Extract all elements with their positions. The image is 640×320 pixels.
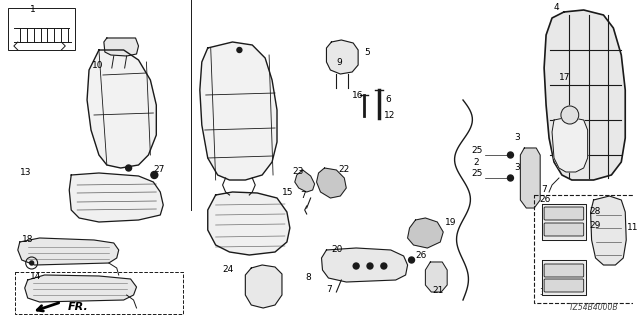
Polygon shape	[104, 38, 138, 56]
Circle shape	[151, 172, 158, 179]
Bar	[534, 195, 640, 303]
Circle shape	[29, 261, 34, 265]
Text: 24: 24	[223, 265, 234, 274]
Text: 10: 10	[92, 61, 104, 70]
Text: 1: 1	[29, 5, 35, 14]
Text: 28: 28	[589, 207, 601, 216]
Circle shape	[237, 47, 242, 52]
Text: 12: 12	[384, 111, 396, 120]
Polygon shape	[426, 262, 447, 292]
Circle shape	[408, 257, 415, 263]
Text: 13: 13	[20, 168, 31, 177]
FancyBboxPatch shape	[544, 264, 584, 277]
Text: 18: 18	[22, 235, 33, 244]
FancyBboxPatch shape	[544, 279, 584, 292]
Polygon shape	[69, 173, 163, 222]
Text: 30: 30	[539, 288, 550, 297]
Bar	[8, 8, 75, 50]
Text: FR.: FR.	[67, 302, 88, 312]
Text: 14: 14	[29, 272, 41, 281]
Circle shape	[561, 106, 579, 124]
Text: 16: 16	[352, 91, 364, 100]
Circle shape	[381, 263, 387, 269]
Polygon shape	[520, 148, 540, 208]
Polygon shape	[18, 238, 118, 265]
FancyBboxPatch shape	[544, 207, 584, 220]
Circle shape	[508, 175, 513, 181]
Text: 22: 22	[339, 165, 349, 174]
Polygon shape	[245, 265, 282, 308]
Text: 26: 26	[415, 251, 427, 260]
Text: 15: 15	[282, 188, 294, 197]
Text: 7: 7	[300, 191, 305, 200]
Text: 3: 3	[515, 163, 520, 172]
Polygon shape	[552, 117, 588, 172]
Text: 11: 11	[627, 223, 639, 232]
Polygon shape	[87, 50, 156, 168]
Polygon shape	[326, 40, 358, 74]
Polygon shape	[544, 10, 625, 180]
Polygon shape	[321, 248, 408, 282]
Text: 23: 23	[293, 167, 304, 176]
Polygon shape	[25, 275, 136, 302]
Circle shape	[508, 152, 513, 158]
Text: 7: 7	[541, 185, 547, 194]
Polygon shape	[208, 192, 290, 255]
Text: 17: 17	[559, 73, 570, 82]
Text: 7: 7	[326, 285, 332, 294]
Text: TZ54B4000B: TZ54B4000B	[569, 303, 618, 312]
Text: 25: 25	[471, 146, 483, 155]
Text: 29: 29	[589, 221, 601, 230]
Polygon shape	[200, 42, 277, 180]
Text: 19: 19	[445, 218, 457, 227]
Polygon shape	[542, 260, 586, 295]
Text: 3: 3	[515, 133, 520, 142]
Circle shape	[353, 263, 359, 269]
Text: 20: 20	[332, 245, 343, 254]
Text: 21: 21	[433, 286, 444, 295]
Text: 27: 27	[154, 165, 164, 174]
Polygon shape	[317, 168, 346, 198]
Polygon shape	[591, 196, 626, 265]
Text: 5: 5	[364, 48, 370, 57]
FancyBboxPatch shape	[544, 223, 584, 236]
Text: 4: 4	[554, 3, 559, 12]
Text: 8: 8	[306, 273, 312, 282]
Text: 2: 2	[473, 158, 479, 167]
Circle shape	[367, 263, 373, 269]
Polygon shape	[542, 204, 586, 240]
Circle shape	[125, 165, 132, 171]
Text: 25: 25	[471, 169, 483, 178]
Text: 26: 26	[539, 195, 550, 204]
Text: 9: 9	[337, 58, 342, 67]
Polygon shape	[408, 218, 444, 248]
Text: 6: 6	[386, 95, 392, 104]
Bar	[15, 272, 183, 314]
Polygon shape	[295, 170, 315, 192]
